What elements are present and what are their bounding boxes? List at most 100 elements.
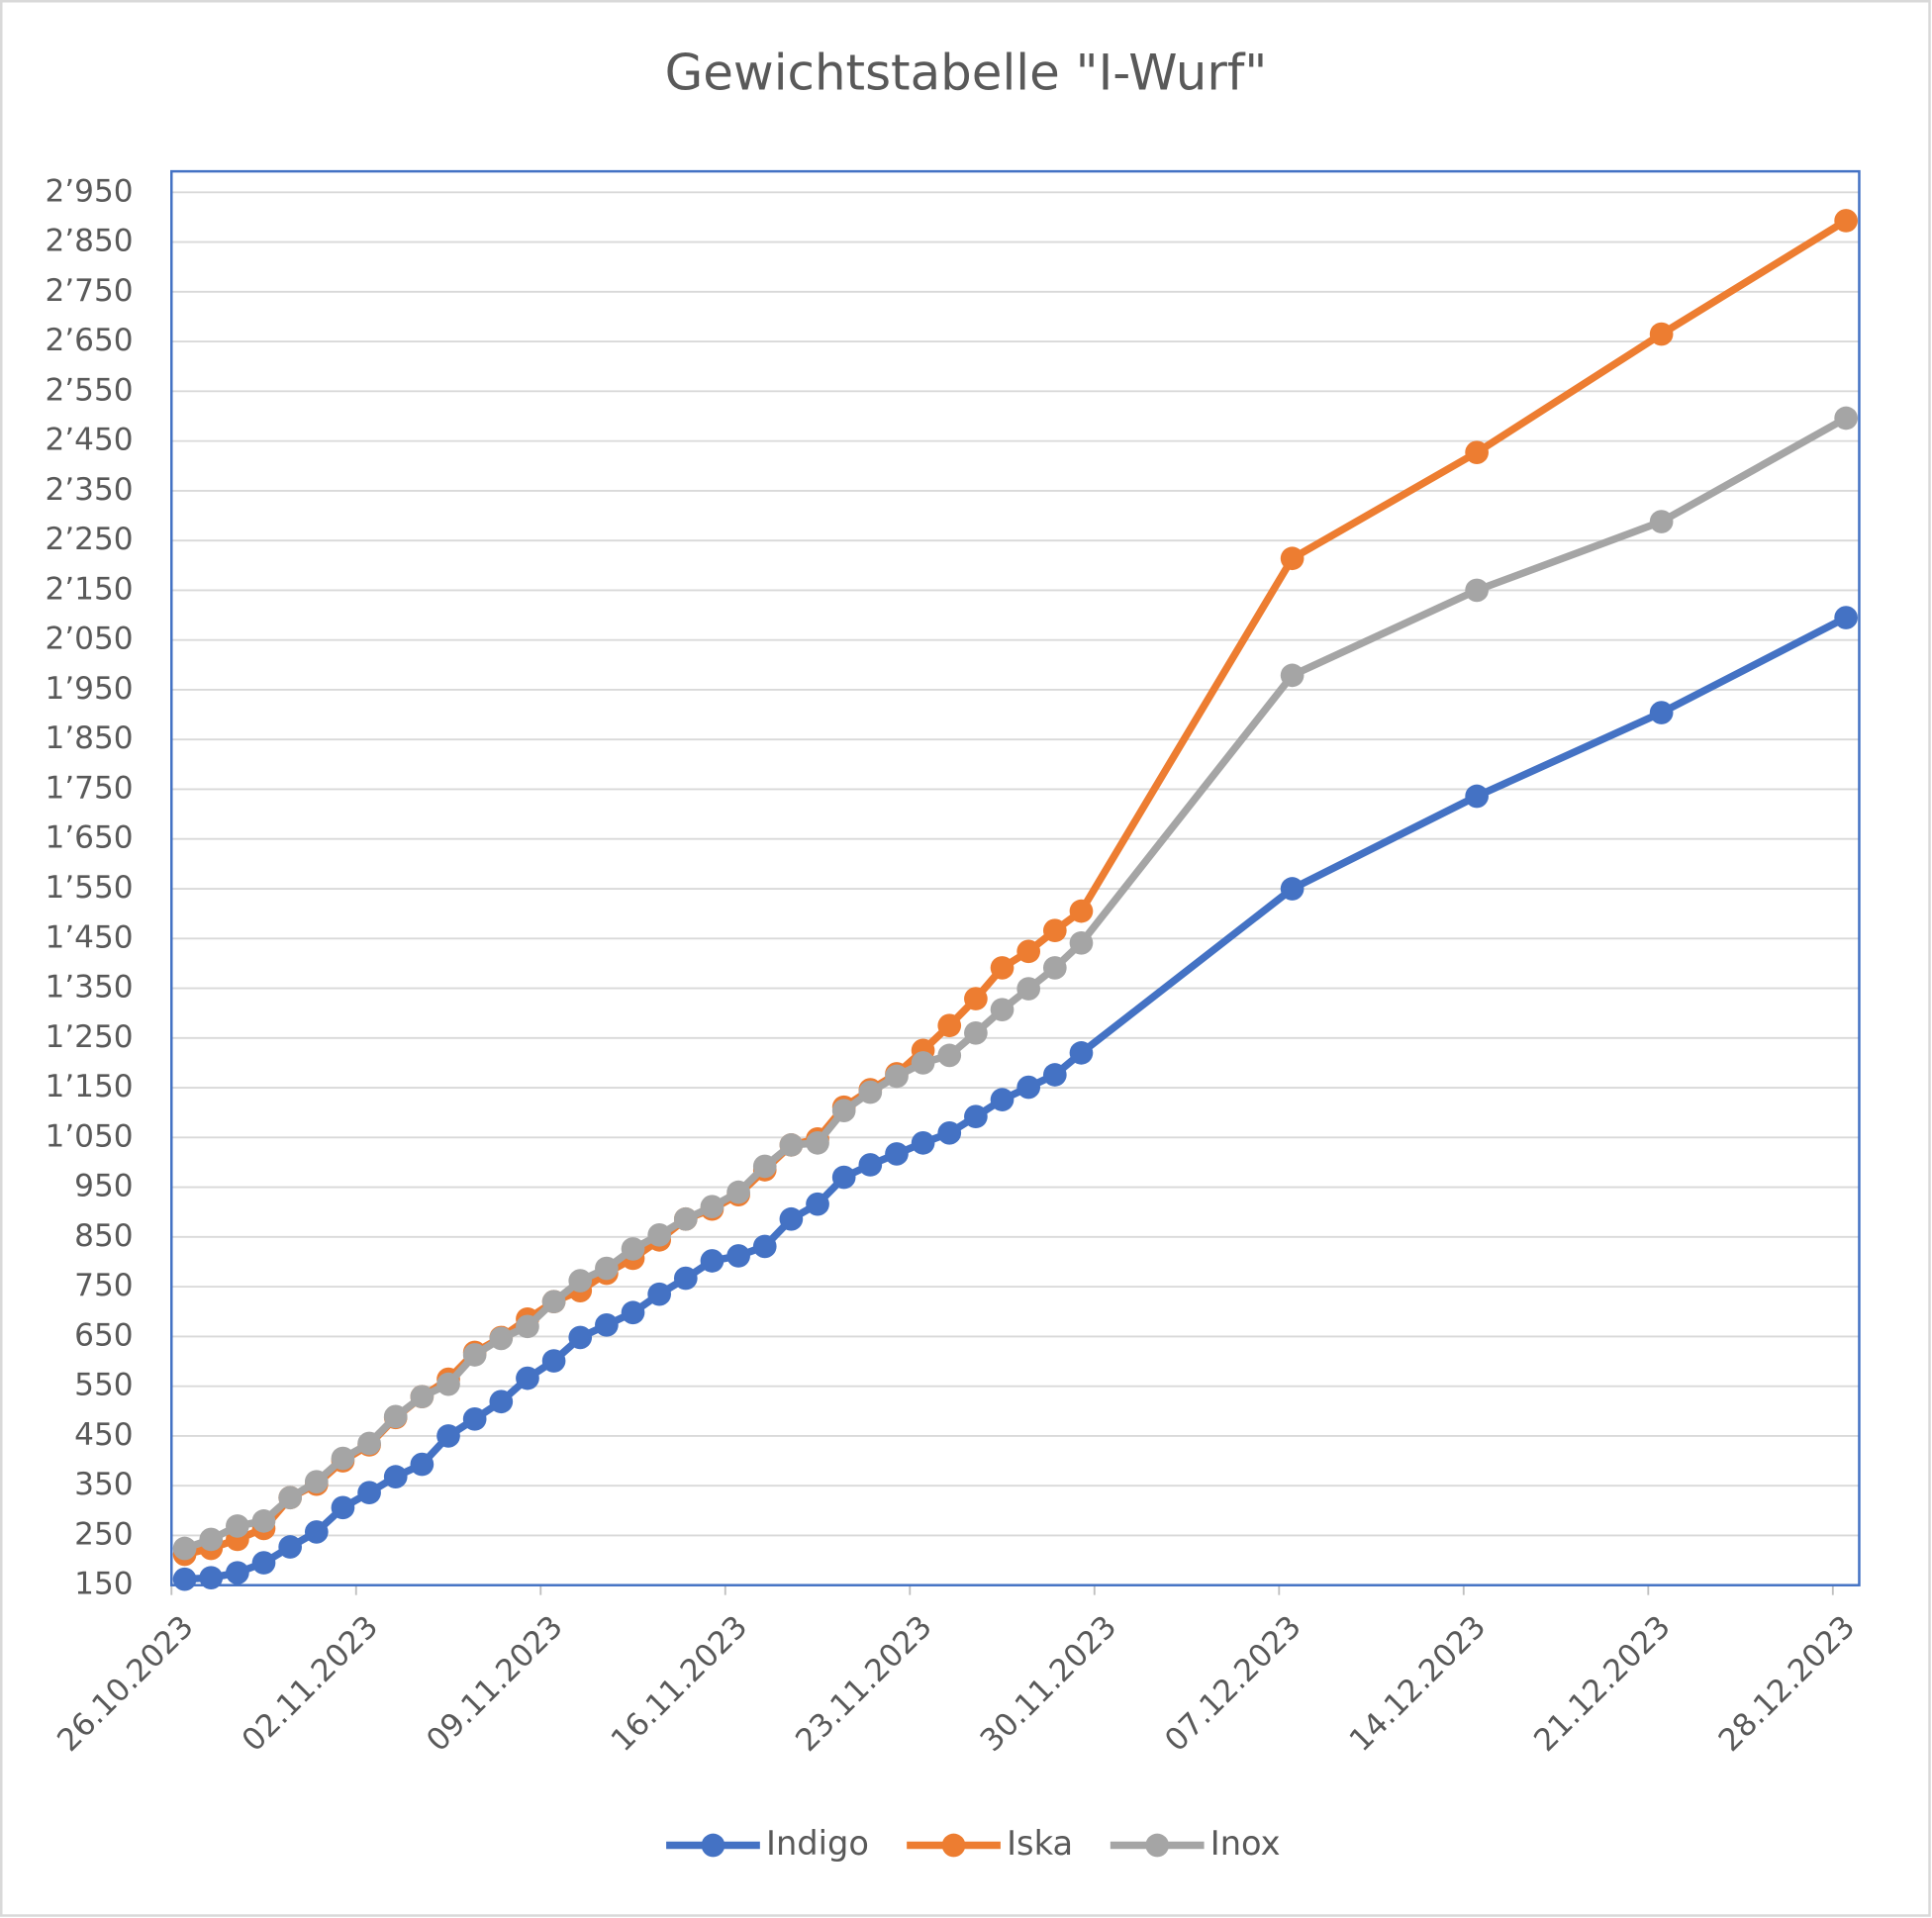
legend-label: Iska bbox=[1007, 1824, 1073, 1863]
y-tick-label: 1’450 bbox=[45, 919, 133, 955]
y-tick-label: 250 bbox=[74, 1516, 133, 1552]
y-tick-label: 950 bbox=[74, 1169, 133, 1204]
y-tick-label: 1’150 bbox=[45, 1069, 133, 1104]
marker bbox=[1834, 209, 1858, 233]
y-tick-label: 750 bbox=[74, 1268, 133, 1303]
marker bbox=[1069, 930, 1094, 955]
marker bbox=[226, 1561, 249, 1584]
marker bbox=[357, 1431, 381, 1456]
marker bbox=[383, 1465, 408, 1488]
y-tick-label: 850 bbox=[74, 1218, 133, 1254]
marker bbox=[806, 1192, 829, 1216]
marker bbox=[1649, 510, 1674, 533]
marker bbox=[937, 1120, 962, 1145]
y-tick-label: 2’750 bbox=[45, 273, 133, 309]
marker bbox=[304, 1520, 329, 1544]
plot-frame bbox=[170, 169, 1861, 1586]
marker bbox=[1834, 406, 1858, 431]
y-tick-label: 2’050 bbox=[45, 622, 133, 657]
marker bbox=[278, 1486, 302, 1510]
y-tick-label: 1’050 bbox=[45, 1118, 133, 1154]
marker bbox=[251, 1551, 276, 1575]
marker bbox=[700, 1195, 724, 1219]
marker bbox=[673, 1266, 698, 1291]
marker bbox=[700, 1249, 724, 1273]
y-tick-label: 1’650 bbox=[45, 820, 133, 856]
marker bbox=[462, 1406, 487, 1431]
y-tick-label: 2’550 bbox=[45, 372, 133, 408]
marker bbox=[1649, 701, 1674, 724]
marker bbox=[410, 1385, 435, 1409]
marker bbox=[331, 1495, 355, 1520]
marker bbox=[462, 1343, 487, 1367]
marker bbox=[199, 1566, 224, 1590]
marker bbox=[1465, 440, 1489, 465]
marker bbox=[1042, 956, 1067, 980]
marker bbox=[779, 1133, 804, 1157]
marker bbox=[647, 1223, 672, 1247]
y-tick-label: 2’650 bbox=[45, 323, 133, 358]
chart-title: Gewichtstabelle "I-Wurf" bbox=[665, 45, 1268, 102]
marker bbox=[331, 1446, 355, 1471]
marker bbox=[621, 1300, 645, 1325]
y-tick-label: 2’850 bbox=[45, 224, 133, 259]
marker bbox=[410, 1452, 435, 1477]
y-tick-label: 1’350 bbox=[45, 970, 133, 1006]
marker bbox=[806, 1131, 829, 1155]
marker bbox=[779, 1206, 804, 1231]
marker bbox=[858, 1080, 883, 1104]
marker bbox=[541, 1290, 566, 1314]
marker bbox=[357, 1481, 381, 1505]
legend-label: Inox bbox=[1210, 1824, 1281, 1863]
y-tick-label: 1’550 bbox=[45, 870, 133, 906]
marker bbox=[1280, 663, 1304, 688]
marker bbox=[489, 1326, 514, 1351]
marker bbox=[1016, 939, 1041, 964]
marker bbox=[647, 1282, 672, 1306]
marker bbox=[726, 1244, 750, 1268]
marker bbox=[726, 1180, 750, 1204]
marker bbox=[990, 1088, 1014, 1111]
marker bbox=[1280, 877, 1304, 901]
y-tick-label: 450 bbox=[74, 1417, 133, 1453]
legend-marker bbox=[1145, 1833, 1170, 1858]
plot bbox=[172, 209, 1858, 1591]
marker bbox=[595, 1256, 619, 1281]
y-tick-label: 2’150 bbox=[45, 571, 133, 607]
marker bbox=[1834, 606, 1858, 629]
y-tick-label: 350 bbox=[74, 1467, 133, 1502]
marker bbox=[568, 1269, 593, 1293]
marker bbox=[516, 1314, 539, 1339]
marker bbox=[752, 1234, 777, 1259]
marker bbox=[436, 1372, 460, 1396]
marker bbox=[1280, 546, 1304, 571]
marker bbox=[1649, 322, 1674, 346]
marker bbox=[964, 1020, 988, 1045]
marker bbox=[1016, 977, 1041, 1001]
marker bbox=[568, 1325, 593, 1350]
y-tick-label: 550 bbox=[74, 1368, 133, 1403]
marker bbox=[541, 1349, 566, 1373]
marker bbox=[436, 1424, 460, 1448]
marker bbox=[1016, 1075, 1041, 1100]
marker bbox=[1069, 899, 1094, 923]
marker bbox=[251, 1509, 276, 1533]
marker bbox=[516, 1366, 539, 1391]
legend-marker bbox=[941, 1833, 966, 1858]
marker bbox=[990, 956, 1014, 980]
marker bbox=[885, 1064, 909, 1089]
marker bbox=[304, 1470, 329, 1493]
marker bbox=[885, 1142, 909, 1166]
marker bbox=[172, 1536, 197, 1561]
legend-label: Indigo bbox=[766, 1824, 869, 1863]
y-tick-label: 1’850 bbox=[45, 720, 133, 756]
marker bbox=[911, 1051, 935, 1075]
y-tick-label: 2’250 bbox=[45, 522, 133, 557]
marker bbox=[383, 1404, 408, 1429]
marker bbox=[1465, 578, 1489, 603]
marker bbox=[673, 1206, 698, 1231]
marker bbox=[1042, 918, 1067, 943]
